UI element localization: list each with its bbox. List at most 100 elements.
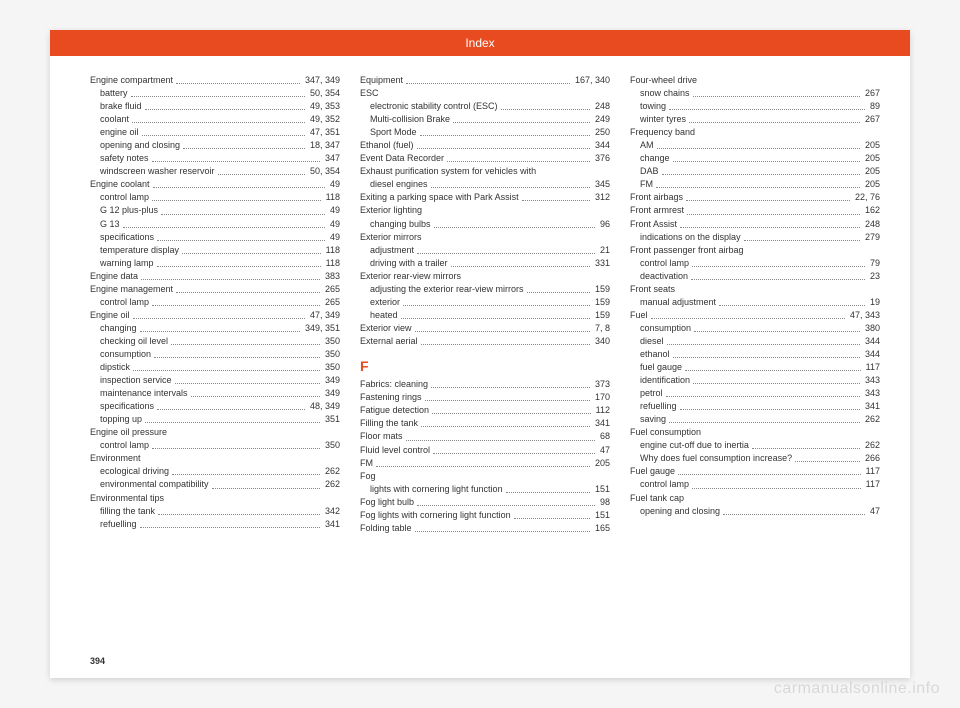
entry-label: Engine coolant [90, 178, 150, 191]
leader-dots [175, 374, 320, 384]
entry-label: G 12 plus-plus [100, 204, 158, 217]
leader-dots [176, 74, 300, 84]
index-subentry: maintenance intervals349 [90, 387, 340, 400]
entry-page: 279 [863, 231, 880, 244]
entry-page: 50, 354 [308, 165, 340, 178]
leader-dots [154, 348, 320, 358]
entry-label: topping up [100, 413, 142, 426]
entry-label: windscreen washer reservoir [100, 165, 215, 178]
index-entry: Environmental tips [90, 492, 340, 505]
entry-label: battery [100, 87, 128, 100]
header-bar: Index [50, 30, 910, 56]
entry-label: diesel engines [370, 178, 428, 191]
entry-page: 262 [323, 478, 340, 491]
entry-label: inspection service [100, 374, 172, 387]
entry-label: Equipment [360, 74, 403, 87]
index-subentry: electronic stability control (ESC)248 [360, 100, 610, 113]
entry-page: 47 [868, 505, 880, 518]
entry-page: 21 [598, 244, 610, 257]
leader-dots [152, 152, 320, 162]
entry-label: refuelling [100, 518, 137, 531]
leader-dots [694, 322, 860, 332]
entry-label: control lamp [100, 439, 149, 452]
leader-dots [685, 361, 861, 371]
entry-label: temperature display [100, 244, 179, 257]
index-subentry: filling the tank342 [90, 505, 340, 518]
entry-label: consumption [640, 322, 691, 335]
index-subentry: temperature display118 [90, 244, 340, 257]
index-entry: Fuel47, 343 [630, 309, 880, 322]
entry-page: 49 [328, 231, 340, 244]
entry-label: heated [370, 309, 398, 322]
entry-label: FM [360, 457, 373, 470]
entry-page: 248 [593, 100, 610, 113]
entry-page: 23 [868, 270, 880, 283]
entry-page: 167, 340 [573, 74, 610, 87]
entry-page: 117 [864, 361, 880, 374]
index-subentry: environmental compatibility262 [90, 478, 340, 491]
entry-label: deactivation [640, 270, 688, 283]
leader-dots [451, 257, 590, 267]
leader-dots [656, 178, 860, 188]
entry-label: dipstick [100, 361, 130, 374]
index-subentry: control lamp118 [90, 191, 340, 204]
entry-label: Exhaust purification system for vehicles… [360, 165, 536, 178]
entry-page: 266 [863, 452, 880, 465]
entry-page: 118 [324, 257, 340, 270]
index-entry: Folding table165 [360, 522, 610, 535]
entry-label: Fluid level control [360, 444, 430, 457]
entry-page: 205 [863, 165, 880, 178]
entry-page: 344 [863, 348, 880, 361]
leader-dots [420, 126, 590, 136]
entry-page: 267 [863, 87, 880, 100]
entry-label: opening and closing [100, 139, 180, 152]
index-subentry: winter tyres267 [630, 113, 880, 126]
index-subentry: diesel344 [630, 335, 880, 348]
leader-dots [662, 165, 860, 175]
entry-page: 205 [863, 139, 880, 152]
entry-page: 47, 351 [308, 126, 340, 139]
leader-dots [691, 270, 865, 280]
entry-label: Engine management [90, 283, 173, 296]
entry-label: safety notes [100, 152, 149, 165]
entry-page: 159 [593, 296, 610, 309]
index-subentry: snow chains267 [630, 87, 880, 100]
leader-dots [145, 413, 320, 423]
entry-label: engine cut-off due to inertia [640, 439, 749, 452]
index-subentry: exterior159 [360, 296, 610, 309]
entry-label: Fastening rings [360, 391, 422, 404]
leader-dots [501, 100, 590, 110]
entry-page: 49, 353 [308, 100, 340, 113]
index-subentry: petrol343 [630, 387, 880, 400]
entry-page: 170 [593, 391, 610, 404]
leader-dots [686, 191, 850, 201]
entry-page: 351 [323, 413, 340, 426]
leader-dots [152, 439, 320, 449]
entry-page: 96 [598, 218, 610, 231]
entry-label: Ethanol (fuel) [360, 139, 414, 152]
index-subentry: adjusting the exterior rear-view mirrors… [360, 283, 610, 296]
index-subentry: driving with a trailer331 [360, 257, 610, 270]
index-subentry: control lamp265 [90, 296, 340, 309]
index-entry: Front passenger front airbag [630, 244, 880, 257]
column-1: Engine compartment347, 349battery50, 354… [90, 74, 340, 535]
index-subentry: DAB205 [630, 165, 880, 178]
column-3: Four-wheel drivesnow chains267towing89wi… [630, 74, 880, 535]
index-subentry: engine cut-off due to inertia262 [630, 439, 880, 452]
entry-page: 340 [593, 335, 610, 348]
index-entry: Exterior mirrors [360, 231, 610, 244]
leader-dots [680, 400, 860, 410]
leader-dots [157, 257, 321, 267]
leader-dots [415, 522, 590, 532]
leader-dots [678, 465, 861, 475]
entry-label: G 13 [100, 218, 120, 231]
index-subentry: windscreen washer reservoir 50, 354 [90, 165, 340, 178]
index-subentry: opening and closing18, 347 [90, 139, 340, 152]
leader-dots [212, 478, 320, 488]
index-entry: Environment [90, 452, 340, 465]
leader-dots [431, 178, 590, 188]
entry-label: opening and closing [640, 505, 720, 518]
entry-page: 349, 351 [303, 322, 340, 335]
header-title: Index [465, 36, 494, 50]
index-subentry: brake fluid49, 353 [90, 100, 340, 113]
